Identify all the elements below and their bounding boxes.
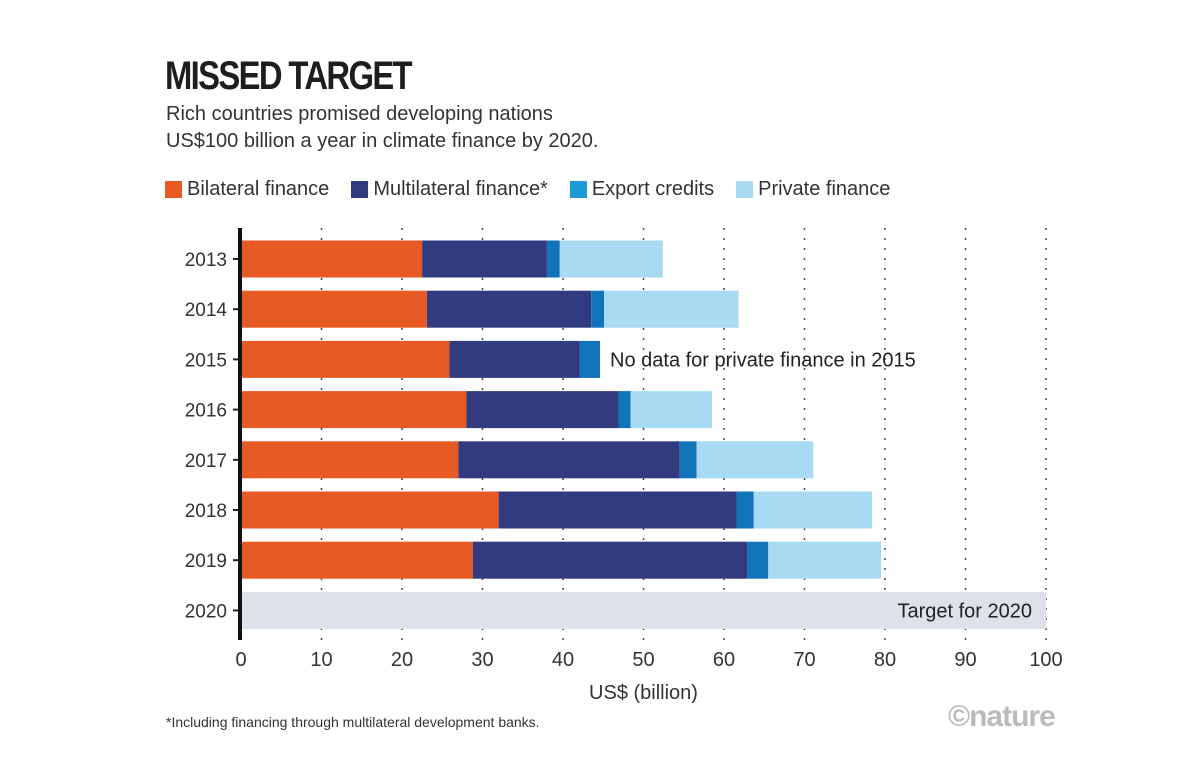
bar-segment: [472, 541, 748, 579]
x-axis-label: US$ (billion): [589, 682, 698, 704]
legend-label: Bilateral finance: [187, 178, 330, 200]
legend-label: Multilateral finance*: [373, 178, 548, 200]
bar-segment: [753, 491, 873, 529]
annotation: No data for private finance in 2015: [610, 349, 916, 371]
y-tick-label: 2018: [185, 501, 227, 522]
bar-segment: [241, 441, 459, 479]
bar-segment: [696, 441, 814, 479]
legend-item: Multilateral finance*: [351, 178, 548, 201]
bar-segment: [630, 391, 712, 429]
x-tick-label: 10: [310, 649, 332, 671]
footnote: *Including financing through multilatera…: [166, 714, 540, 730]
bar-segment: [768, 541, 881, 579]
y-tick-label: 2019: [185, 551, 227, 572]
bar-segment: [241, 290, 427, 328]
legend-item: Bilateral finance: [165, 178, 329, 201]
legend-label: Private finance: [758, 178, 891, 200]
y-tick-label: 2017: [185, 451, 227, 472]
bar-segment: [618, 391, 631, 429]
bar-segment: [241, 391, 467, 429]
legend-swatch: [351, 181, 369, 198]
y-tick-label: 2013: [185, 250, 227, 271]
legend-swatch: [569, 181, 587, 198]
bar-segment: [604, 290, 739, 328]
x-tick-label: 20: [391, 649, 413, 671]
bar-segment: [559, 240, 663, 278]
bar-segment: [679, 441, 697, 479]
y-tick-label: 2016: [185, 401, 227, 422]
x-tick-label: 80: [874, 649, 896, 671]
target-bar: [241, 591, 1046, 629]
target-label: Target for 2020: [897, 600, 1032, 622]
legend: Bilateral finance Multilateral finance* Ex…: [165, 178, 890, 201]
bar-segment: [466, 391, 619, 429]
bar-segment: [426, 290, 592, 328]
x-tick-label: 90: [954, 649, 976, 671]
bar-segment: [241, 240, 423, 278]
x-tick-label: 0: [235, 649, 246, 671]
legend-swatch: [165, 181, 182, 198]
bar-segment: [458, 441, 680, 479]
nature-logo: ©nature: [948, 700, 1056, 733]
bar-segment: [241, 340, 450, 378]
chart-subtitle-line-2: US$100 billion a year in climate finance…: [166, 130, 599, 152]
y-tick-label: 2015: [185, 350, 227, 371]
chart-title: MISSED TARGET: [165, 54, 413, 98]
x-tick-label: 50: [632, 649, 654, 671]
bar-segment: [747, 541, 769, 579]
bar-segment: [449, 340, 580, 378]
chart-subtitle-line-1: Rich countries promised developing natio…: [166, 103, 553, 125]
bar-segment: [546, 240, 560, 278]
bar-segment: [498, 491, 737, 529]
bar-segment: [241, 541, 473, 579]
legend-item: Private finance: [736, 178, 890, 201]
x-tick-label: 30: [471, 649, 493, 671]
x-tick-label: 40: [552, 649, 574, 671]
bar-segment: [736, 491, 754, 529]
bar-segment: [591, 290, 605, 328]
y-tick-label: 2020: [185, 601, 227, 622]
x-tick-label: 60: [713, 649, 735, 671]
legend-label: Export credits: [591, 178, 715, 200]
legend-item: Export credits: [569, 178, 715, 201]
x-tick-label: 70: [793, 649, 815, 671]
x-tick-label: 100: [1029, 649, 1062, 671]
bar-segment: [579, 340, 601, 378]
legend-swatch: [736, 181, 754, 198]
y-tick-label: 2014: [185, 300, 228, 321]
bar-segment: [422, 240, 547, 278]
bar-segment: [241, 491, 499, 529]
